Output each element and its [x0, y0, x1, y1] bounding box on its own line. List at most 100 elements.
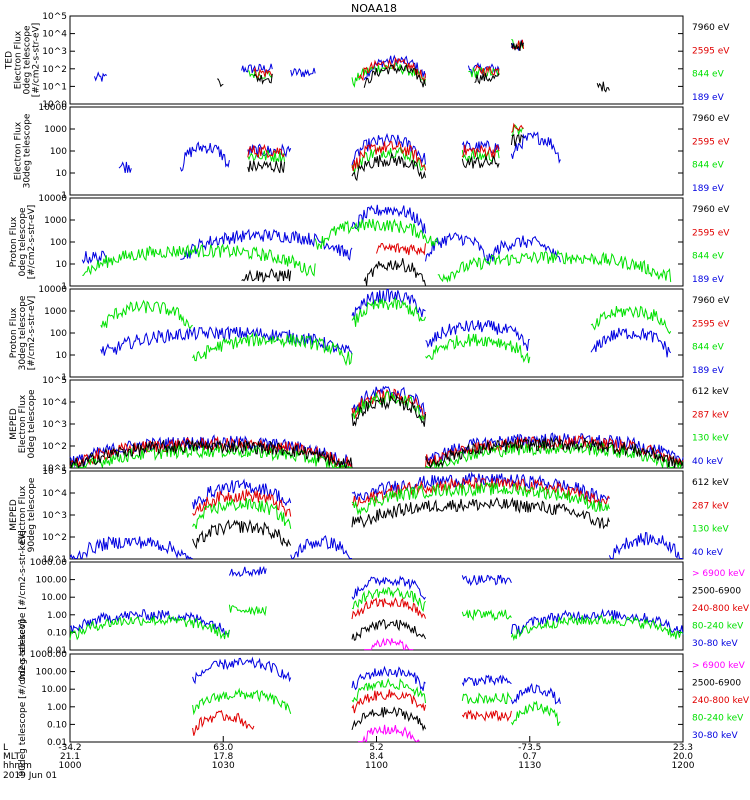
series-blue — [69, 565, 684, 636]
legend-item: 80-240 keV — [692, 622, 744, 632]
y-tick-label: 10^1 — [42, 464, 67, 474]
y-label-line: [#/cm2-s-str-eV] — [32, 23, 42, 98]
y-tick-label: 10^5 — [42, 12, 67, 22]
series-black — [247, 134, 525, 182]
series-green — [192, 677, 561, 726]
y-tick-label: 10000 — [38, 103, 67, 113]
y-tick-label: 10^3 — [42, 511, 67, 521]
y-tick-label: 10000 — [38, 194, 67, 204]
series-blue — [69, 471, 683, 560]
legend-item: 2595 eV — [692, 46, 730, 56]
legend-item: 240-800 keV — [692, 604, 750, 614]
x-tick-label: -34.2 — [58, 743, 81, 753]
y-tick-label: 100 — [50, 147, 67, 157]
y-tick-label: 10^3 — [42, 47, 67, 57]
series-red — [376, 242, 426, 256]
series-black — [216, 40, 610, 93]
x-tick-label: -73.5 — [518, 743, 541, 753]
panel-2: 1 10 100 1000 10000 Electron Flux 30deg telesc… — [14, 103, 731, 201]
legend-item: 844 eV — [692, 70, 725, 80]
legend-item: 2595 eV — [692, 228, 730, 238]
x-tick-label: 17.8 — [213, 752, 233, 762]
series-green — [69, 587, 684, 642]
y-label-line: Electron Flux — [14, 30, 24, 89]
series-green — [247, 38, 525, 88]
y-label-line: 0deg telescope — [23, 25, 33, 95]
panel-5: 10^1 10^2 10^3 10^4 10^5 MEPED Electron Flux 0d… — [9, 376, 729, 474]
series-red — [192, 689, 512, 736]
series-green — [247, 124, 524, 174]
y-label-line: 30deg telescope — [18, 295, 28, 370]
y-axis-label: Proton Flux 30deg telescope [#/cm2-s-str-e… — [9, 295, 37, 370]
y-label-line: 30deg telescope — [23, 113, 33, 188]
series-green — [192, 482, 610, 530]
legend-item: 7960 eV — [692, 296, 730, 306]
series-blue — [100, 288, 672, 358]
legend-item: 7960 eV — [692, 114, 730, 124]
y-label-line: Electron Flux — [18, 485, 28, 544]
y-tick-label: 1000 — [44, 216, 67, 226]
legend-item: 240-800 keV — [692, 696, 750, 706]
legend-item: 287 keV — [692, 501, 729, 511]
x-tick-label: 5.2 — [369, 743, 383, 753]
legend-item: 189 eV — [692, 93, 725, 103]
series-blue — [118, 131, 561, 173]
legend-item: 7960 eV — [692, 23, 730, 33]
series-red — [247, 122, 524, 172]
x-tick-label: 1000 — [59, 761, 82, 771]
legend-item: 80-240 keV — [692, 714, 744, 724]
legend-item: 30-80 keV — [692, 639, 738, 649]
series-magenta — [364, 637, 414, 651]
y-label-line: Electron Flux — [14, 121, 24, 180]
y-tick-label: 10^5 — [42, 376, 67, 386]
y-tick-label: 1000.00 — [30, 650, 67, 660]
legend-item: 2595 eV — [692, 137, 730, 147]
x-row-label: hhmm — [3, 761, 32, 771]
y-tick-label: 10^1 — [42, 82, 67, 92]
x-tick-label: 1100 — [365, 761, 388, 771]
series-green — [82, 218, 672, 283]
y-axis-label: MEPED Electron Flux 90deg telescope — [9, 477, 37, 552]
y-tick-label: 10 — [56, 260, 68, 270]
y-tick-label: 100 — [50, 238, 67, 248]
y-tick-label: 1000 — [44, 307, 67, 317]
panel-frame — [69, 15, 684, 105]
legend-item: 844 eV — [692, 252, 725, 262]
y-tick-label: 1000 — [44, 125, 67, 135]
y-tick-label: 10 — [56, 169, 68, 179]
y-tick-label: 10.00 — [41, 593, 67, 603]
series-black — [241, 258, 426, 286]
legend-item: 40 keV — [692, 457, 724, 467]
legend-item: 189 eV — [692, 275, 725, 285]
series-green — [69, 390, 684, 470]
series-black — [351, 706, 426, 732]
legend-item: 844 eV — [692, 161, 725, 171]
legend-item: 7960 eV — [692, 205, 730, 215]
x-tick-label: 21.1 — [60, 752, 80, 762]
legend-item: 189 eV — [692, 366, 725, 376]
y-tick-label: 10^5 — [42, 467, 67, 477]
legend-item: 40 keV — [692, 548, 724, 558]
y-tick-label: 1 — [61, 191, 67, 201]
series-black — [351, 618, 426, 641]
legend-item: 189 eV — [692, 184, 725, 194]
y-tick-label: 0.10 — [47, 720, 67, 730]
y-tick-label: 10^2 — [42, 65, 67, 75]
series-black — [69, 394, 684, 469]
y-tick-label: 100.00 — [36, 668, 68, 678]
x-tick-label: 1200 — [672, 761, 695, 771]
y-tick-label: 1 — [61, 373, 67, 383]
series-green — [100, 296, 672, 367]
y-tick-label: 1 — [61, 282, 67, 292]
y-label-line: Electron Flux — [18, 394, 28, 453]
y-tick-label: 10^2 — [42, 442, 67, 452]
y-axis-label: TED Electron Flux 0deg telescope [#/cm2-s-s… — [5, 23, 42, 98]
